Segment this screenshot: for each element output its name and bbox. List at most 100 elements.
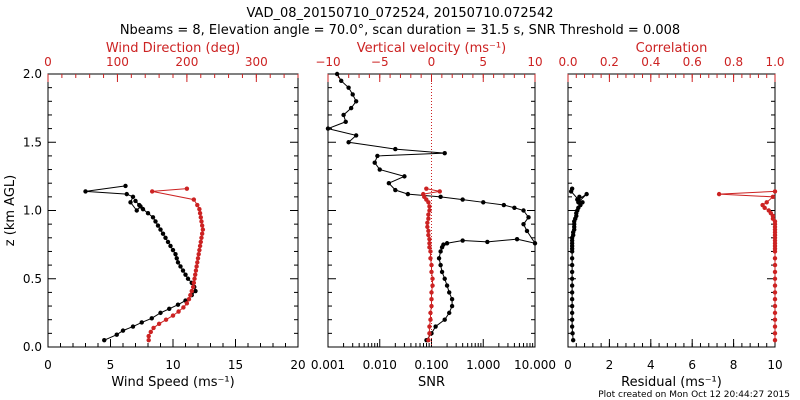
red-series-point <box>193 268 199 273</box>
red-series-point <box>428 310 433 316</box>
y-axis-label: z (km AGL) <box>3 175 18 246</box>
residual-panel: 0 2 4 6 8 10 Residual (ms⁻¹) 0.0 0.2 0.4 0.6 0.8 1.0… <box>558 41 784 390</box>
top-tick-label: 100 <box>106 55 129 69</box>
red-series-point <box>427 241 432 246</box>
red-series-point <box>163 317 169 322</box>
black-series-point <box>405 191 411 197</box>
black-series-point <box>174 256 179 261</box>
x-tick-label: 8 <box>730 358 738 372</box>
top-axis-label: Vertical velocity (ms⁻¹) <box>357 41 506 56</box>
red-series-point <box>430 283 435 288</box>
black-series-point <box>175 302 181 307</box>
red-series-point <box>426 212 431 217</box>
red-series-point <box>772 324 778 329</box>
top-tick-label: 0.4 <box>641 55 660 69</box>
red-series-point <box>427 245 432 250</box>
red-series-point <box>766 208 771 213</box>
black-series-point <box>532 241 538 246</box>
red-series-point <box>716 191 722 197</box>
black-series-point <box>158 310 163 316</box>
x-tick-label: 10 <box>767 358 782 372</box>
red-series-point <box>198 239 203 245</box>
top-tick-label: 0.2 <box>600 55 619 69</box>
black-series-point <box>160 231 166 236</box>
black-series-point <box>569 297 575 302</box>
black-series-point <box>393 146 398 152</box>
black-series-point <box>158 227 163 232</box>
red-series-point <box>199 219 204 224</box>
red-series-point <box>421 191 426 197</box>
red-series-point <box>429 297 434 302</box>
black-series-point <box>193 288 198 294</box>
red-series-point <box>195 260 200 265</box>
x-tick-label: 0 <box>564 358 572 372</box>
red-series-point <box>191 197 197 202</box>
red-series-line <box>719 190 776 341</box>
x-tick-label: 0.001 <box>311 358 345 372</box>
black-series-point <box>393 187 398 193</box>
red-series-point <box>760 202 765 208</box>
black-series-point <box>375 153 380 159</box>
red-series-point <box>193 272 198 277</box>
red-series-point <box>149 189 155 194</box>
black-series-point <box>83 189 88 194</box>
red-series-point <box>429 303 434 309</box>
red-series-point <box>198 215 203 220</box>
red-series-point <box>148 329 153 335</box>
red-series-point <box>425 224 430 230</box>
red-series-point <box>199 235 204 240</box>
black-series-point <box>521 221 526 227</box>
red-series-point <box>770 194 776 200</box>
red-series-point <box>426 337 431 343</box>
black-series-point <box>439 269 445 275</box>
black-series-point <box>444 241 450 246</box>
x-axis-label: SNR <box>418 375 445 390</box>
top-tick-label: 0 <box>428 55 436 69</box>
x-tick-label: 6 <box>688 358 696 372</box>
black-series-point <box>346 85 351 90</box>
black-series-point <box>138 204 143 209</box>
black-series-point <box>481 200 486 205</box>
red-series-point <box>772 303 778 309</box>
x-axis-label: Wind Speed (ms⁻¹) <box>111 375 234 390</box>
black-series-point <box>569 317 575 322</box>
black-series-point <box>377 167 382 172</box>
red-series-point <box>764 200 769 205</box>
black-series-point <box>447 310 452 316</box>
red-series-point <box>429 269 434 275</box>
red-series-point <box>428 256 433 261</box>
black-series-point <box>145 211 151 216</box>
x-tick-label: 20 <box>290 358 305 372</box>
y-tick-label: 2.0 <box>23 67 42 81</box>
red-series-point <box>772 256 778 261</box>
red-series-point <box>772 331 778 336</box>
black-series-point <box>438 262 443 268</box>
red-series-point <box>429 262 434 268</box>
black-series-point <box>569 276 575 281</box>
red-series-point <box>194 264 199 269</box>
red-series-point <box>426 232 431 238</box>
red-series-point <box>427 331 432 336</box>
x-tick-label: 15 <box>228 358 243 372</box>
black-series-point <box>514 236 520 242</box>
black-series-point <box>402 174 407 179</box>
top-axis-label: Wind Direction (deg) <box>106 41 240 56</box>
top-tick-label: 1.0 <box>765 55 784 69</box>
black-series-point <box>155 223 161 228</box>
black-series-point <box>524 228 530 234</box>
red-series-point <box>427 236 432 242</box>
red-series-point <box>197 211 203 216</box>
x-tick-label: 0.010 <box>363 358 397 372</box>
red-series-point <box>151 325 156 331</box>
red-series-point <box>772 276 778 281</box>
black-series-point <box>343 119 348 124</box>
black-series-point <box>447 290 452 295</box>
black-series-point <box>124 191 129 197</box>
black-series-point <box>438 249 443 254</box>
black-series-point <box>576 197 581 202</box>
black-series-point <box>134 208 139 213</box>
x-tick-label: 2 <box>606 358 614 372</box>
black-series-point <box>449 297 455 302</box>
black-series-point <box>569 303 575 309</box>
